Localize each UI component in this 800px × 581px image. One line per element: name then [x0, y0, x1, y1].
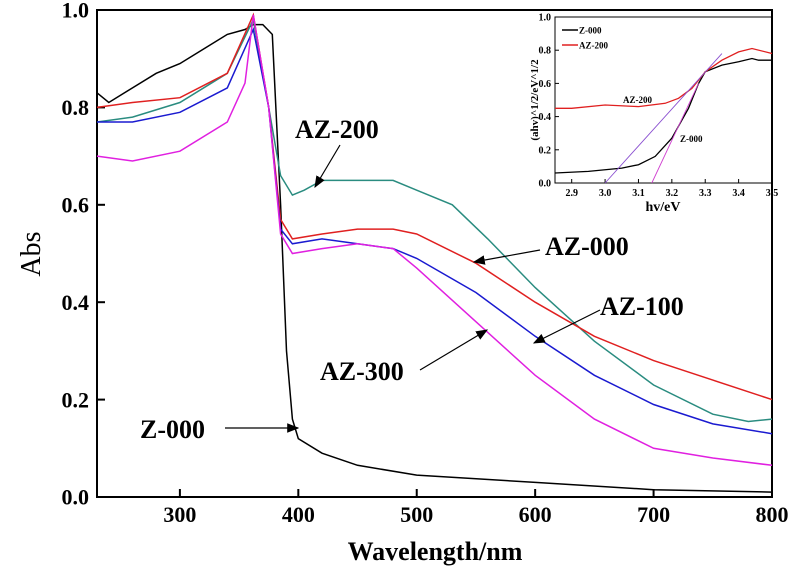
annotation-arrow [532, 309, 601, 344]
series-az-000 [96, 12, 773, 401]
x-tick-label: 400 [282, 502, 315, 527]
inset-y-tick-label: 0.0 [539, 179, 552, 190]
annotation-label-az-100: AZ-100 [600, 292, 684, 321]
series-az-300 [96, 14, 773, 467]
x-tick-label: 700 [637, 502, 670, 527]
annotation-arrow [472, 249, 541, 265]
inset-tangent-line [604, 53, 723, 184]
x-tick-label: 800 [756, 502, 789, 527]
inset-plot-frame [554, 16, 773, 184]
annotation-arrow [419, 329, 489, 371]
y-tick-label: 0.6 [62, 193, 90, 218]
inset-x-axis-label: hv/eV [646, 200, 681, 215]
inset-y-tick-label: 0.4 [539, 112, 552, 123]
inset-x-tick-label: 3.5 [766, 188, 779, 199]
y-tick-label: 1.0 [62, 0, 90, 23]
y-tick-label: 0.4 [62, 290, 90, 315]
inset-y-axis-label: (ahv)^1/2/eV^1/2 [529, 59, 541, 141]
inset-x-tick-label: 3.0 [599, 188, 612, 199]
annotation-label-az-200: AZ-200 [295, 115, 379, 144]
plot-frame [96, 9, 773, 498]
annotation-label-az-000: AZ-000 [545, 232, 629, 261]
annotation-label-z-000: Z-000 [140, 415, 205, 444]
y-tick-label: 0.8 [62, 95, 90, 120]
inset-x-tick-label: 3.2 [666, 188, 679, 199]
annotation-label-az-300: AZ-300 [320, 357, 404, 386]
inset-y-tick-label: 0.8 [539, 46, 552, 57]
series-az-100 [97, 27, 773, 435]
series-z-000 [96, 23, 773, 493]
y-tick-label: 0.2 [62, 387, 90, 412]
main-plot: 300 400 500 600 700 800 0.0 0.2 0.4 0.6 0.8 1.0 Wave… [16, 0, 789, 566]
inset-x-tick-label: 3.1 [632, 188, 645, 199]
inset-tangent-line [651, 83, 699, 184]
x-tick-label: 600 [519, 502, 552, 527]
inset-y-tick-label: 1.0 [539, 13, 552, 24]
y-axis-label: Abs [16, 231, 47, 276]
inset-series-z-000 [554, 57, 772, 174]
inset-plot: 2.9 3.0 3.1 3.2 3.3 3.4 3.5 0.0 0.2 0.4 0.6 0.8 1.0 h… [529, 13, 778, 216]
inset-annotation-az-200: AZ-200 [623, 95, 652, 105]
inset-x-tick-label: 3.4 [732, 188, 745, 199]
x-tick-label: 500 [400, 502, 433, 527]
inset-annotation-z-000: Z-000 [680, 134, 703, 144]
inset-y-tick-label: 0.6 [539, 79, 552, 90]
inset-x-tick-label: 3.3 [699, 188, 712, 199]
inset-legend-entry: AZ-200 [579, 41, 608, 51]
x-axis-label: Wavelength/nm [348, 537, 523, 566]
inset-legend-entry: Z-000 [579, 26, 602, 36]
inset-y-tick-label: 0.2 [539, 145, 552, 156]
inset-x-tick-label: 2.9 [565, 188, 578, 199]
x-tick-label: 300 [163, 502, 196, 527]
annotation-arrow [314, 144, 341, 189]
inset-series-az-200 [555, 47, 773, 109]
y-tick-label: 0.0 [62, 485, 90, 510]
